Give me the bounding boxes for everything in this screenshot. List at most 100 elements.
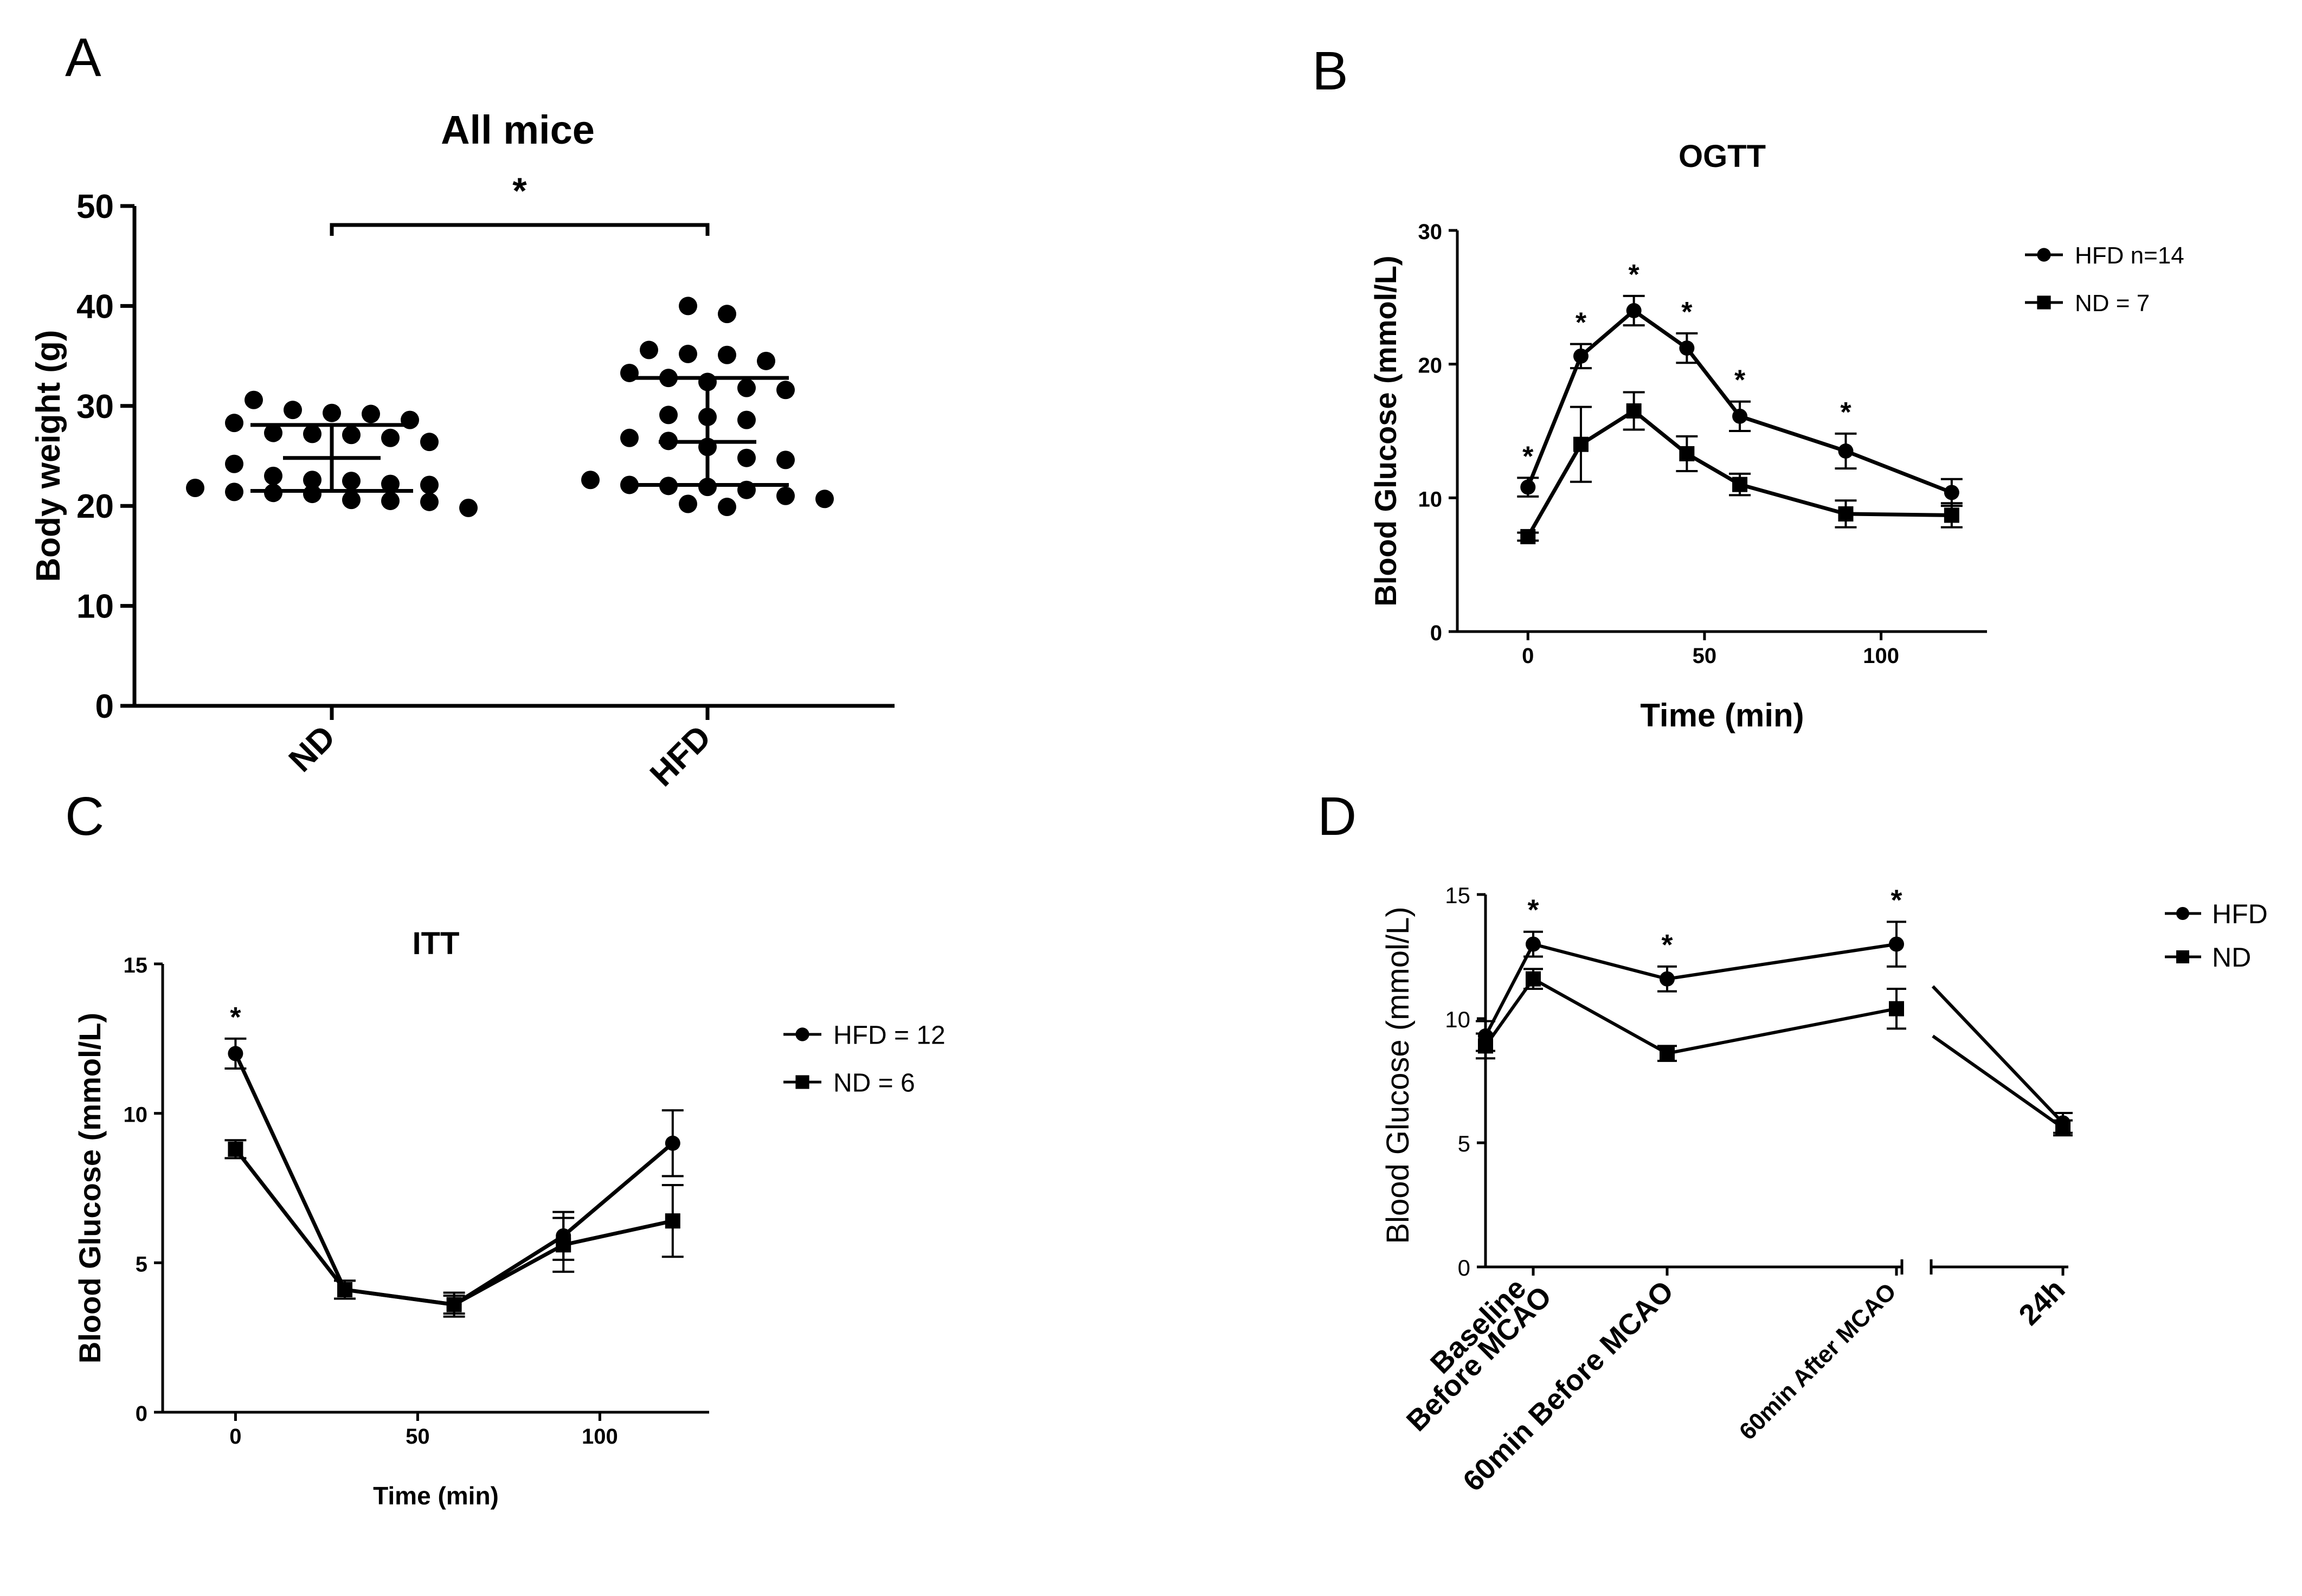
x-tick-label: 0 bbox=[1522, 644, 1534, 668]
y-tick-label: 10 bbox=[124, 1103, 148, 1127]
data-point-nd bbox=[186, 479, 204, 498]
series-line-hfd bbox=[1484, 942, 1897, 1037]
marker-hfd bbox=[1660, 971, 1675, 987]
significance-star: * bbox=[1522, 441, 1534, 472]
marker-hfd bbox=[1526, 936, 1541, 952]
data-point-hfd bbox=[698, 478, 717, 497]
panel-label-a: A bbox=[65, 27, 101, 88]
marker-nd bbox=[1889, 1001, 1904, 1016]
data-point-nd bbox=[342, 426, 361, 445]
data-point-hfd bbox=[776, 451, 795, 469]
significance-star: * bbox=[1576, 307, 1587, 339]
marker-nd bbox=[446, 1297, 462, 1312]
chart-title: All mice bbox=[441, 107, 595, 152]
data-point-nd bbox=[323, 403, 341, 422]
marker-hfd bbox=[1679, 340, 1695, 356]
chart-title: OGTT bbox=[1679, 139, 1766, 174]
legend-marker-hfd bbox=[795, 1027, 809, 1041]
y-tick-label: 0 bbox=[136, 1402, 147, 1426]
data-point-hfd bbox=[679, 297, 697, 316]
y-axis-label: Blood Glucose (mmol/L) bbox=[1380, 906, 1416, 1244]
marker-nd bbox=[2055, 1120, 2070, 1136]
data-point-nd bbox=[264, 423, 282, 442]
data-point-nd bbox=[362, 404, 380, 423]
y-tick-label: 15 bbox=[1445, 883, 1470, 908]
data-point-nd bbox=[284, 401, 302, 420]
y-tick-label: 15 bbox=[124, 954, 148, 977]
series-line-24h-hfd bbox=[1931, 985, 2065, 1124]
data-point-nd bbox=[420, 433, 439, 452]
y-tick-label: 0 bbox=[1458, 1255, 1470, 1280]
y-tick-label: 40 bbox=[76, 288, 114, 325]
panel-label-d: D bbox=[1317, 786, 1356, 847]
data-point-hfd bbox=[679, 494, 697, 513]
data-point-hfd bbox=[776, 381, 795, 400]
data-point-hfd bbox=[718, 345, 736, 364]
data-point-hfd bbox=[640, 340, 658, 359]
chart-c-itt: ITT 0 5 10 15 0 50 100 Time (min) Blood Glucose (… bbox=[73, 926, 946, 1510]
legend-label-hfd: HFD = 12 bbox=[833, 1021, 946, 1050]
data-point-hfd bbox=[659, 406, 678, 424]
marker-hfd bbox=[665, 1135, 680, 1151]
data-point-hfd bbox=[757, 351, 775, 370]
chart-b-ogtt: OGTT 0 10 20 30 0 50 100 Time (min) Blood Glucose… bbox=[1368, 139, 2184, 733]
marker-nd bbox=[1732, 477, 1748, 492]
marker-nd bbox=[1573, 436, 1589, 452]
y-tick-label: 50 bbox=[76, 188, 114, 226]
y-tick-label: 30 bbox=[1418, 220, 1443, 244]
marker-nd bbox=[1660, 1046, 1675, 1061]
significance-star: * bbox=[1891, 884, 1902, 916]
data-point-hfd bbox=[679, 344, 697, 363]
data-point-nd bbox=[245, 390, 263, 409]
panel-label-c: C bbox=[65, 786, 104, 847]
legend-label-nd: ND = 6 bbox=[833, 1069, 915, 1097]
x-tick-label: 50 bbox=[406, 1425, 430, 1449]
data-point-nd bbox=[381, 474, 400, 493]
marker-nd bbox=[1526, 971, 1541, 987]
x-axis-label: Time (min) bbox=[1640, 697, 1804, 733]
data-point-nd bbox=[420, 492, 439, 511]
y-tick-label: 10 bbox=[1418, 487, 1443, 511]
data-point-hfd bbox=[718, 498, 736, 517]
legend-marker-hfd bbox=[2037, 248, 2051, 262]
marker-nd bbox=[1679, 446, 1695, 461]
data-point-nd bbox=[303, 424, 321, 443]
marker-hfd bbox=[1520, 479, 1536, 495]
marker-hfd bbox=[1732, 408, 1748, 424]
data-point-nd bbox=[225, 482, 243, 501]
data-point-hfd bbox=[776, 486, 795, 505]
data-point-nd bbox=[303, 471, 321, 490]
data-point-nd bbox=[225, 414, 243, 433]
data-point-hfd bbox=[581, 471, 600, 490]
series-line-nd bbox=[1484, 976, 1897, 1056]
data-point-hfd bbox=[737, 378, 756, 397]
legend-label-nd: ND bbox=[2212, 942, 2251, 973]
series-line-24h-nd bbox=[1932, 1034, 2064, 1129]
marker-hfd bbox=[1838, 443, 1854, 459]
y-tick-label: 5 bbox=[136, 1252, 147, 1276]
marker-hfd bbox=[1889, 936, 1904, 952]
data-point-nd bbox=[264, 484, 282, 503]
significance-star: * bbox=[1629, 259, 1640, 291]
legend-marker-hfd bbox=[2176, 907, 2189, 920]
marker-hfd bbox=[1944, 485, 1959, 500]
significance-star: * bbox=[230, 1002, 241, 1033]
data-point-hfd bbox=[737, 448, 756, 467]
significance-star: * bbox=[1734, 365, 1746, 396]
marker-nd bbox=[1838, 506, 1854, 522]
data-point-nd bbox=[381, 491, 400, 510]
data-point-nd bbox=[264, 466, 282, 485]
data-point-hfd bbox=[815, 490, 834, 509]
x-tick-label: 100 bbox=[1863, 644, 1899, 668]
legend-marker-nd bbox=[2176, 950, 2189, 963]
marker-hfd bbox=[228, 1046, 243, 1061]
significance-star: * bbox=[1681, 297, 1693, 328]
legend-label-hfd: HFD bbox=[2212, 899, 2268, 929]
legend-marker-nd bbox=[795, 1075, 809, 1089]
marker-nd bbox=[1626, 403, 1642, 419]
marker-nd bbox=[1944, 507, 1959, 523]
marker-hfd bbox=[1626, 303, 1642, 318]
x-tick-label: 50 bbox=[1693, 644, 1717, 668]
data-point-nd bbox=[303, 485, 321, 504]
y-tick-label: 10 bbox=[76, 588, 114, 626]
